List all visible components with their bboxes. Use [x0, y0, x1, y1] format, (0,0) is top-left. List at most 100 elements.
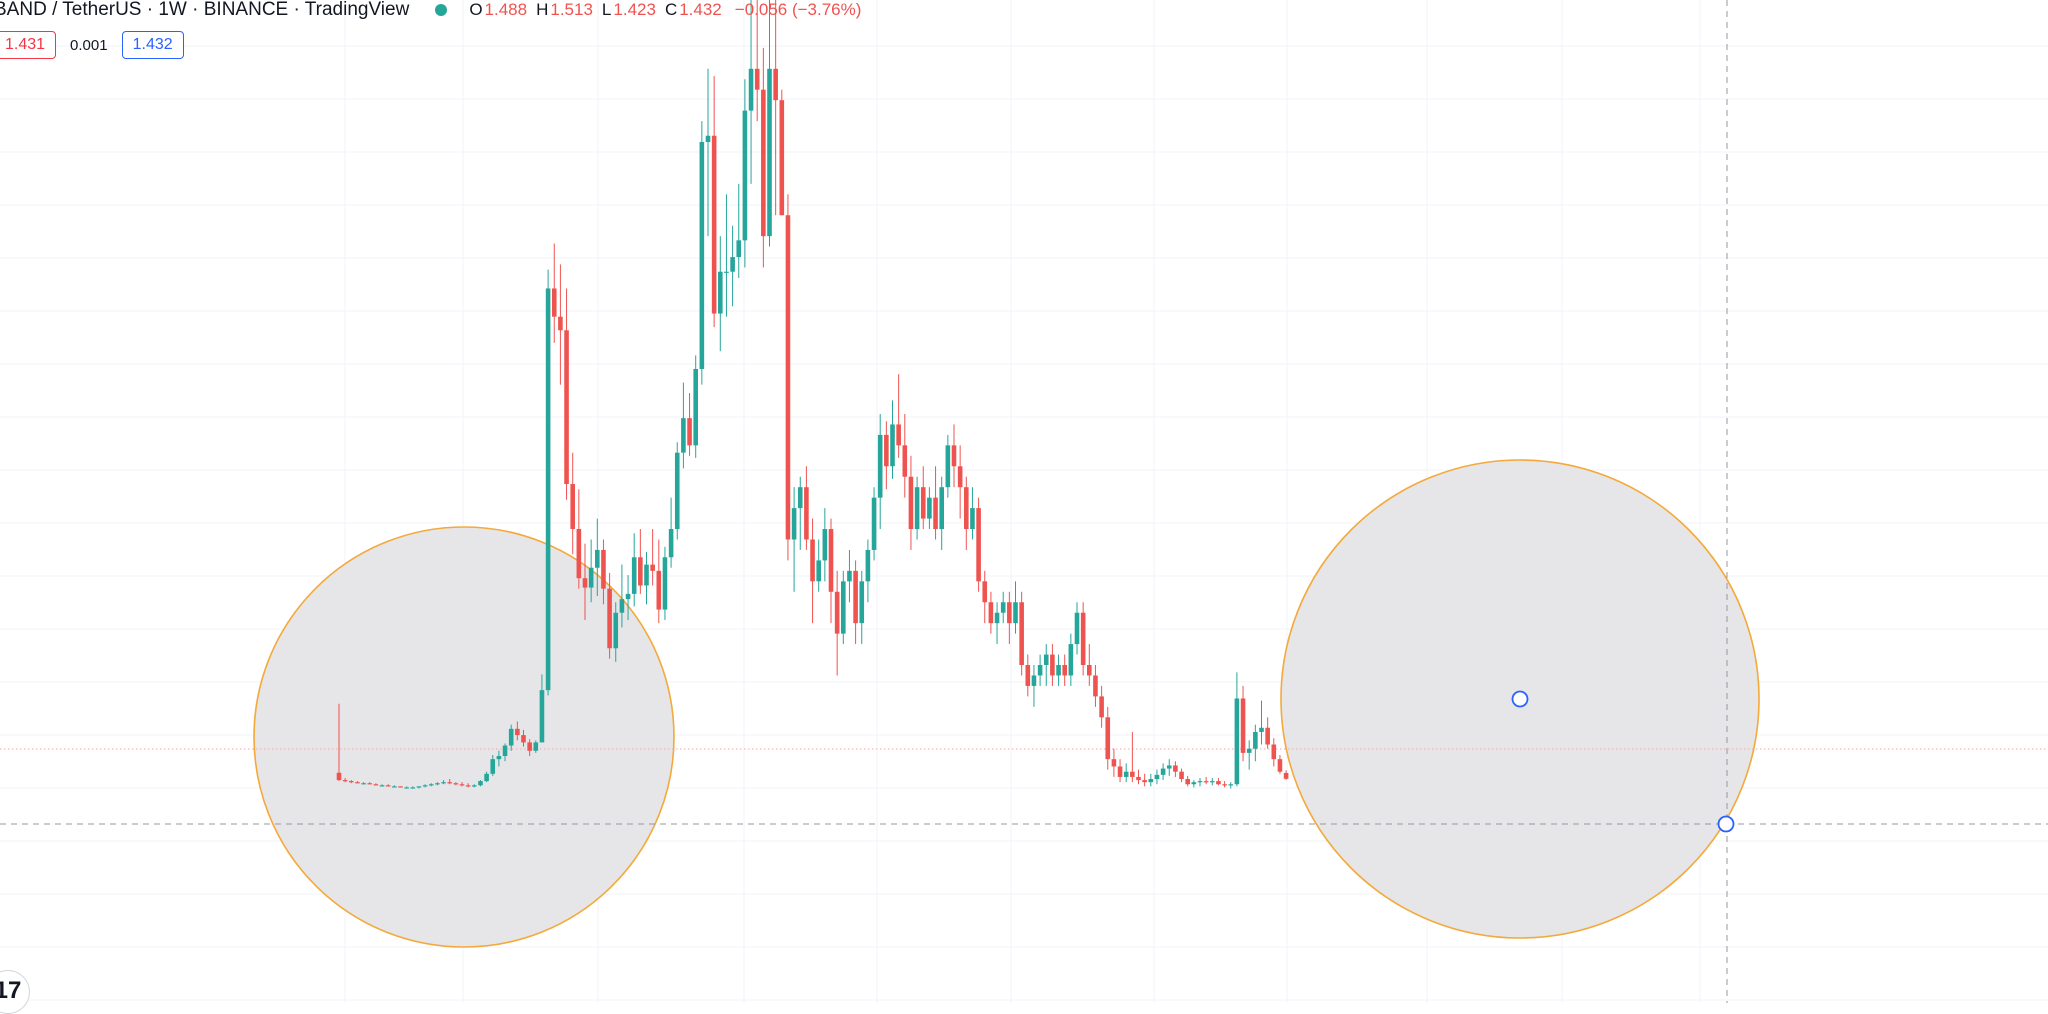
candle	[939, 476, 944, 550]
candle-body	[1259, 727, 1264, 732]
candle-body	[791, 508, 797, 540]
candle-body	[994, 612, 1000, 624]
candle-body	[693, 368, 698, 446]
candle-body	[521, 735, 526, 743]
candle-body	[1148, 779, 1154, 783]
candle-body	[576, 529, 582, 579]
candle-body	[1246, 748, 1252, 753]
candle-body	[1031, 675, 1037, 686]
candle	[385, 784, 391, 787]
candle	[576, 489, 582, 589]
candle-body	[847, 570, 852, 582]
candle	[822, 508, 828, 582]
candle-body	[607, 588, 612, 649]
candle	[945, 434, 951, 498]
candle	[890, 400, 895, 479]
candle-body	[1234, 698, 1240, 785]
candle-body	[945, 445, 951, 488]
candle	[638, 529, 643, 594]
candle-body	[601, 549, 606, 589]
candle	[1074, 602, 1080, 655]
candle	[1080, 602, 1086, 676]
candle	[1234, 672, 1240, 787]
buy-sell-panel: 1.431 0.001 1.432	[0, 30, 184, 60]
high-value: 1.513	[550, 0, 593, 19]
candle	[1007, 591, 1012, 645]
candle-body	[435, 783, 440, 785]
candle	[1283, 770, 1289, 780]
candle	[422, 784, 428, 788]
candle	[896, 374, 901, 458]
candle	[730, 225, 735, 307]
candle	[459, 782, 465, 787]
candle-body	[349, 781, 354, 783]
candle	[1160, 763, 1166, 781]
candle-body	[761, 89, 766, 237]
candle	[791, 487, 797, 592]
candle	[404, 786, 409, 789]
circle-center-handle[interactable]	[1511, 690, 1529, 708]
symbol-title[interactable]: BAND / TetherUS · 1W · BINANCE · Trading…	[0, 0, 410, 20]
candle	[367, 782, 373, 785]
candle	[1056, 654, 1061, 686]
candle-body	[1087, 665, 1092, 676]
circle-drawing-left[interactable]	[253, 526, 675, 948]
candle	[650, 529, 655, 586]
candle-body	[699, 142, 705, 369]
candle-body	[1000, 602, 1006, 613]
candle	[902, 413, 908, 498]
candle-body	[1123, 771, 1129, 777]
candle	[551, 243, 557, 343]
candle	[508, 724, 514, 751]
sell-price-button[interactable]: 1.431	[0, 31, 57, 59]
candle-body	[1093, 675, 1098, 697]
candle	[564, 288, 569, 500]
candle-body	[1203, 781, 1209, 783]
candle-body	[871, 497, 877, 550]
candle-body	[422, 785, 428, 787]
candle	[502, 743, 508, 762]
candle-body	[564, 330, 569, 485]
candle-body	[797, 487, 803, 509]
candle	[816, 539, 821, 592]
close-label: C	[664, 0, 678, 19]
candle-body	[515, 728, 520, 736]
candle-body	[976, 508, 981, 582]
candle-body	[508, 728, 514, 746]
candle	[736, 183, 742, 278]
candle	[355, 781, 360, 784]
candle	[472, 784, 477, 788]
candle-body	[428, 784, 434, 786]
candle	[828, 518, 834, 624]
candle-body	[890, 424, 895, 467]
candle-body	[754, 68, 760, 90]
candle	[1148, 773, 1154, 787]
candle	[601, 539, 606, 605]
candle-body	[1105, 717, 1111, 760]
candle	[1105, 706, 1111, 770]
candle	[853, 560, 858, 645]
candle	[693, 355, 698, 458]
candle-body	[736, 240, 742, 258]
candle	[957, 445, 963, 519]
candle-body	[933, 497, 938, 530]
circle-edge-handle[interactable]	[1717, 815, 1735, 833]
candle	[1013, 581, 1018, 634]
candle	[1154, 769, 1160, 785]
candle-body	[982, 581, 988, 603]
buy-price-button[interactable]: 1.432	[121, 31, 184, 59]
candle	[914, 476, 920, 540]
candle	[767, 0, 772, 247]
candle	[1166, 759, 1172, 776]
market-status-icon[interactable]	[435, 4, 448, 16]
candle	[631, 533, 637, 607]
candle	[441, 780, 446, 785]
candle-body	[865, 549, 871, 582]
candle	[718, 236, 723, 352]
candle	[478, 780, 483, 787]
candle-body	[964, 487, 969, 530]
candle-body	[367, 783, 373, 785]
candle-body	[588, 567, 594, 588]
candle-body	[558, 316, 563, 331]
